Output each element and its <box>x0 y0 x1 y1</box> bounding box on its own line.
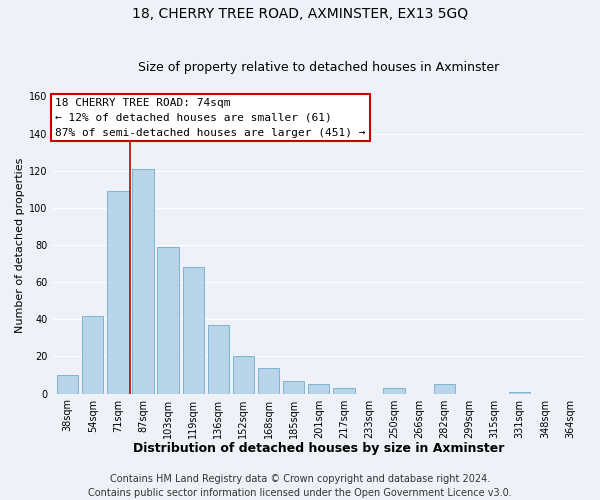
Bar <box>333 388 355 394</box>
Bar <box>258 368 279 394</box>
Title: Size of property relative to detached houses in Axminster: Size of property relative to detached ho… <box>138 62 499 74</box>
Bar <box>283 380 304 394</box>
Bar <box>57 375 78 394</box>
Y-axis label: Number of detached properties: Number of detached properties <box>15 158 25 332</box>
Bar <box>132 169 154 394</box>
Bar <box>509 392 530 394</box>
Bar <box>308 384 329 394</box>
Bar <box>182 268 204 394</box>
Bar <box>383 388 405 394</box>
Bar <box>82 316 103 394</box>
X-axis label: Distribution of detached houses by size in Axminster: Distribution of detached houses by size … <box>133 442 505 455</box>
Text: 18, CHERRY TREE ROAD, AXMINSTER, EX13 5GQ: 18, CHERRY TREE ROAD, AXMINSTER, EX13 5G… <box>132 8 468 22</box>
Text: 18 CHERRY TREE ROAD: 74sqm
← 12% of detached houses are smaller (61)
87% of semi: 18 CHERRY TREE ROAD: 74sqm ← 12% of deta… <box>55 98 365 138</box>
Bar <box>208 325 229 394</box>
Bar <box>434 384 455 394</box>
Bar <box>157 247 179 394</box>
Text: Contains HM Land Registry data © Crown copyright and database right 2024.
Contai: Contains HM Land Registry data © Crown c… <box>88 474 512 498</box>
Bar <box>233 356 254 394</box>
Bar <box>107 191 128 394</box>
